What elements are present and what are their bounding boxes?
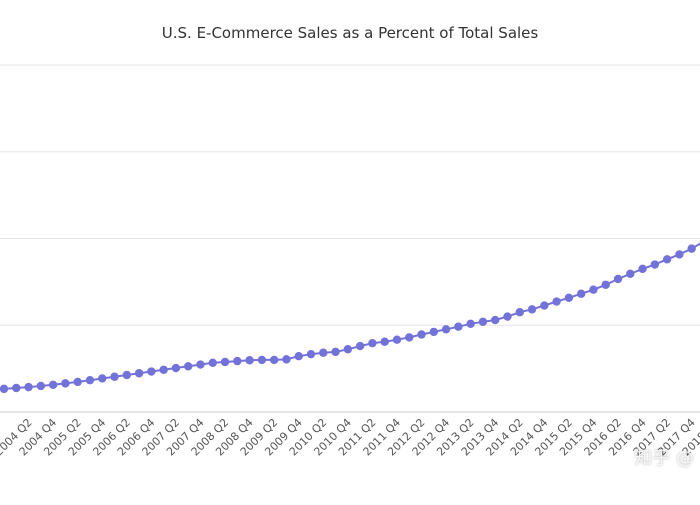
data-point[interactable]: 2011 Q1: 2.28 bbox=[356, 342, 364, 350]
data-point[interactable]: 2009 Q3: 1.82 bbox=[282, 355, 290, 363]
data-point[interactable]: 2007 Q3: 1.58 bbox=[184, 362, 192, 370]
data-point[interactable]: 2010 Q4: 2.17 bbox=[344, 345, 352, 353]
data-points: 2003 Q4: 0.8 2004 Q1: 0.83 2004 Q2: 0.86 20… bbox=[0, 224, 700, 393]
data-point[interactable]: 2006 Q3: 1.34 bbox=[135, 369, 143, 377]
data-point[interactable]: 2010 Q1: 2 bbox=[307, 350, 315, 358]
data-point[interactable]: 2012 Q1: 2.58 bbox=[405, 333, 413, 341]
data-point[interactable]: 2009 Q4: 1.93 bbox=[295, 352, 303, 360]
data-point[interactable]: 2006 Q4: 1.4 bbox=[147, 367, 155, 375]
data-point[interactable]: 2016 Q3: 4.78 bbox=[626, 270, 634, 278]
data-point[interactable]: 2014 Q4: 3.68 bbox=[540, 301, 548, 309]
data-point[interactable]: 2010 Q2: 2.05 bbox=[319, 349, 327, 357]
data-point[interactable]: 2012 Q2: 2.68 bbox=[417, 330, 425, 338]
series-line bbox=[4, 228, 700, 389]
data-point[interactable]: 2004 Q2: 0.86 bbox=[24, 383, 32, 391]
data-point[interactable]: 2015 Q2: 3.95 bbox=[565, 294, 573, 302]
data-point[interactable]: 2006 Q2: 1.28 bbox=[123, 371, 131, 379]
data-point[interactable]: 2012 Q4: 2.86 bbox=[442, 325, 450, 333]
data-point[interactable]: 2006 Q1: 1.22 bbox=[110, 373, 118, 381]
gridlines bbox=[0, 65, 700, 412]
data-point[interactable]: 2014 Q2: 3.45 bbox=[516, 308, 524, 316]
data-point[interactable]: 2013 Q3: 3.12 bbox=[479, 318, 487, 326]
data-point[interactable]: 2005 Q2: 1.04 bbox=[73, 378, 81, 386]
data-point[interactable]: 2004 Q3: 0.9 bbox=[37, 382, 45, 390]
data-point[interactable]: 2011 Q4: 2.5 bbox=[393, 336, 401, 344]
data-point[interactable]: 2017 Q4: 5.65 bbox=[687, 244, 695, 252]
data-point[interactable]: 2008 Q3: 1.76 bbox=[233, 357, 241, 365]
data-point[interactable]: 2007 Q4: 1.64 bbox=[196, 360, 204, 368]
data-point[interactable]: 2013 Q4: 3.18 bbox=[491, 316, 499, 324]
data-point[interactable]: 2013 Q2: 3.05 bbox=[466, 320, 474, 328]
data-point[interactable]: 2017 Q2: 5.28 bbox=[663, 255, 671, 263]
data-point[interactable]: 2008 Q1: 1.7 bbox=[209, 359, 217, 367]
data-point[interactable]: 2009 Q2: 1.8 bbox=[270, 356, 278, 364]
data-point[interactable]: 2007 Q1: 1.46 bbox=[159, 366, 167, 374]
data-point[interactable]: 2016 Q2: 4.6 bbox=[614, 275, 622, 283]
series-polyline bbox=[4, 228, 700, 389]
data-point[interactable]: 2003 Q4: 0.8 bbox=[0, 385, 8, 393]
data-point[interactable]: 2005 Q4: 1.16 bbox=[98, 374, 106, 382]
data-point[interactable]: 2015 Q3: 4.09 bbox=[577, 290, 585, 298]
data-point[interactable]: 2016 Q4: 4.95 bbox=[638, 265, 646, 273]
data-point[interactable]: 2016 Q1: 4.4 bbox=[602, 281, 610, 289]
data-point[interactable]: 2011 Q2: 2.38 bbox=[368, 339, 376, 347]
data-point[interactable]: 2005 Q3: 1.1 bbox=[86, 376, 94, 384]
data-point[interactable]: 2011 Q3: 2.43 bbox=[380, 338, 388, 346]
data-point[interactable]: 2007 Q2: 1.52 bbox=[172, 364, 180, 372]
data-point[interactable]: 2010 Q3: 2.08 bbox=[331, 348, 339, 356]
chart-title: U.S. E-Commerce Sales as a Percent of To… bbox=[162, 24, 539, 42]
data-point[interactable]: 2004 Q1: 0.83 bbox=[12, 384, 20, 392]
data-point[interactable]: 2017 Q3: 5.45 bbox=[675, 250, 683, 258]
data-point[interactable]: 2014 Q1: 3.3 bbox=[503, 312, 511, 320]
data-point[interactable]: 2015 Q1: 3.82 bbox=[552, 297, 560, 305]
data-point[interactable]: 2005 Q1: 0.99 bbox=[61, 379, 69, 387]
data-point[interactable]: 2008 Q2: 1.73 bbox=[221, 358, 229, 366]
data-point[interactable]: 2015 Q4: 4.23 bbox=[589, 285, 597, 293]
data-point[interactable]: 2017 Q1: 5.1 bbox=[651, 260, 659, 268]
data-point[interactable]: 2014 Q3: 3.55 bbox=[528, 305, 536, 313]
data-point[interactable]: 2012 Q3: 2.77 bbox=[430, 328, 438, 336]
data-point[interactable]: 2008 Q4: 1.79 bbox=[245, 356, 253, 364]
data-point[interactable]: 2004 Q4: 0.94 bbox=[49, 381, 57, 389]
data-point[interactable]: 2013 Q1: 2.95 bbox=[454, 322, 462, 330]
data-point[interactable]: 2009 Q1: 1.8 bbox=[258, 356, 266, 364]
